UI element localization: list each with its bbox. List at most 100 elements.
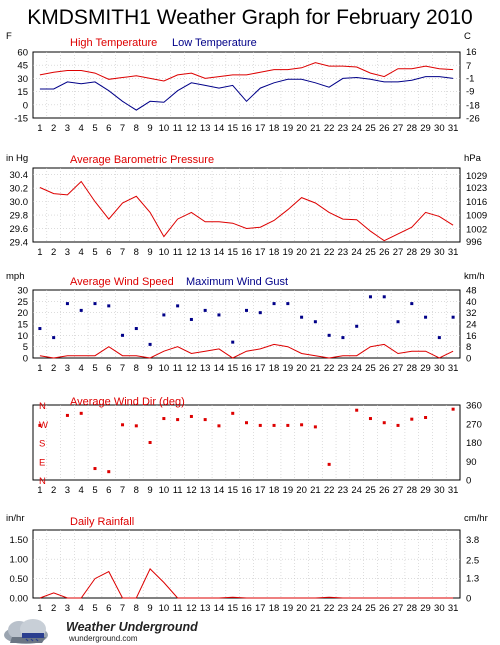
temperature-ytick-label: 30 xyxy=(17,74,28,85)
winddir-series-0-point xyxy=(382,421,386,425)
winddir-xtick-label: 4 xyxy=(79,485,84,496)
winddir-series-0-point xyxy=(245,421,248,425)
wind-right-unit: km/h xyxy=(464,271,485,282)
wind-ytick-label: 0 xyxy=(23,354,28,365)
rainfall-xtick-label: 18 xyxy=(269,603,280,614)
winddir-series-0-point xyxy=(272,423,276,427)
wind-right-tick-label: 48 xyxy=(466,286,477,297)
temperature-xtick-label: 20 xyxy=(296,123,307,134)
wind-xtick-label: 8 xyxy=(134,363,139,374)
winddir-series-0-point xyxy=(396,423,400,427)
wind-series-1-point xyxy=(134,327,138,331)
wind-xtick-label: 4 xyxy=(79,363,84,374)
temperature-xtick-label: 25 xyxy=(365,123,376,134)
pressure-xtick-label: 21 xyxy=(310,247,321,258)
wind-series-1-point xyxy=(258,311,262,315)
pressure-ytick-label: 29.6 xyxy=(10,224,29,235)
winddir-xtick-label: 1 xyxy=(37,485,42,496)
temperature-right-tick-label: 16 xyxy=(466,47,477,58)
winddir-xtick-label: 9 xyxy=(147,485,152,496)
wind-series-1-point xyxy=(38,327,42,331)
wind-xtick-label: 30 xyxy=(434,363,445,374)
pressure-ytick-label: 30.4 xyxy=(10,170,29,181)
pressure-xtick-label: 29 xyxy=(420,247,431,258)
wind-series-1-point xyxy=(231,340,235,344)
wind-xtick-label: 20 xyxy=(296,363,307,374)
wind-xtick-label: 25 xyxy=(365,363,376,374)
temperature-xtick-label: 26 xyxy=(379,123,390,134)
pressure-xtick-label: 22 xyxy=(324,247,335,258)
wind-xtick-label: 1 xyxy=(37,363,42,374)
pressure-xtick-label: 30 xyxy=(434,247,445,258)
wind-series-1-point xyxy=(203,308,207,312)
wind-ytick-label: 5 xyxy=(23,342,28,353)
winddir-series-0-point xyxy=(258,423,262,427)
wind-xtick-label: 23 xyxy=(338,363,349,374)
rainfall-xtick-label: 4 xyxy=(79,603,84,614)
winddir-series-0-point xyxy=(134,424,138,428)
winddir-compass-label: W xyxy=(39,420,48,431)
temperature-xtick-label: 6 xyxy=(106,123,111,134)
rainfall-xtick-label: 22 xyxy=(324,603,335,614)
temperature-right-unit: C xyxy=(464,31,471,42)
temperature-xtick-label: 19 xyxy=(283,123,294,134)
winddir-xtick-label: 11 xyxy=(173,485,183,496)
wind-xtick-label: 22 xyxy=(324,363,335,374)
temperature-xtick-label: 21 xyxy=(310,123,321,134)
temperature-series-1-line xyxy=(39,76,454,111)
pressure-xtick-label: 23 xyxy=(338,247,349,258)
winddir-series-0-point xyxy=(79,411,83,415)
wind-xtick-label: 9 xyxy=(147,363,152,374)
pressure-xtick-label: 15 xyxy=(227,247,238,258)
temperature-xtick-label: 7 xyxy=(120,123,125,134)
rainfall-xtick-label: 13 xyxy=(200,603,211,614)
temperature-xtick-label: 31 xyxy=(448,123,459,134)
wind-xtick-label: 24 xyxy=(351,363,362,374)
wind-right-tick-label: 8 xyxy=(466,342,471,353)
rainfall-xtick-label: 19 xyxy=(283,603,294,614)
page-title: KMDSMITH1 Weather Graph for February 201… xyxy=(27,6,473,29)
pressure-xtick-label: 20 xyxy=(296,247,307,258)
wind-right-tick-label: 16 xyxy=(466,331,477,342)
pressure-ytick-label: 29.4 xyxy=(10,238,29,249)
winddir-xtick-label: 20 xyxy=(296,485,307,496)
wind-series-1-point xyxy=(382,295,386,299)
wind-series-1-point xyxy=(148,342,152,346)
weather-underground-logo-icon xyxy=(4,619,48,644)
pressure-xtick-label: 24 xyxy=(351,247,362,258)
pressure-xtick-label: 12 xyxy=(186,247,197,258)
wind-ytick-label: 15 xyxy=(17,320,28,331)
pressure-xtick-label: 1 xyxy=(37,247,42,258)
rainfall-xtick-label: 31 xyxy=(448,603,459,614)
wind-ytick-label: 25 xyxy=(17,297,28,308)
winddir-xtick-label: 2 xyxy=(51,485,56,496)
pressure-xtick-label: 16 xyxy=(241,247,252,258)
winddir-xtick-label: 15 xyxy=(227,485,238,496)
temperature-xtick-label: 8 xyxy=(134,123,139,134)
pressure-xtick-label: 8 xyxy=(134,247,139,258)
wind-series-1-point xyxy=(121,333,125,337)
rainfall-xtick-label: 3 xyxy=(65,603,70,614)
winddir-series-0-point xyxy=(313,425,317,429)
wind-xtick-label: 15 xyxy=(227,363,238,374)
wind-xtick-label: 13 xyxy=(200,363,211,374)
pressure-right-tick-label: 1016 xyxy=(466,197,487,208)
rainfall-xtick-label: 6 xyxy=(106,603,111,614)
rainfall-right-tick-label: 3.8 xyxy=(466,535,479,546)
temperature-xtick-label: 28 xyxy=(407,123,418,134)
winddir-series-0-point xyxy=(176,418,180,422)
wind-series-1-point xyxy=(286,302,290,306)
pressure-xtick-label: 19 xyxy=(283,247,294,258)
winddir-xtick-label: 19 xyxy=(283,485,294,496)
temperature-xtick-label: 30 xyxy=(434,123,445,134)
rainfall-ytick-label: 1.50 xyxy=(10,535,29,546)
rainfall-xtick-label: 12 xyxy=(186,603,197,614)
temperature-xtick-label: 11 xyxy=(173,123,183,134)
rainfall-xtick-label: 8 xyxy=(134,603,139,614)
winddir-series-0-point xyxy=(286,423,290,427)
rainfall-frame xyxy=(32,529,461,599)
winddir-xtick-label: 12 xyxy=(186,485,197,496)
temperature-series-1-name: Low Temperature xyxy=(172,37,257,49)
wind-xtick-label: 10 xyxy=(159,363,170,374)
pressure-right-tick-label: 1009 xyxy=(466,211,487,222)
